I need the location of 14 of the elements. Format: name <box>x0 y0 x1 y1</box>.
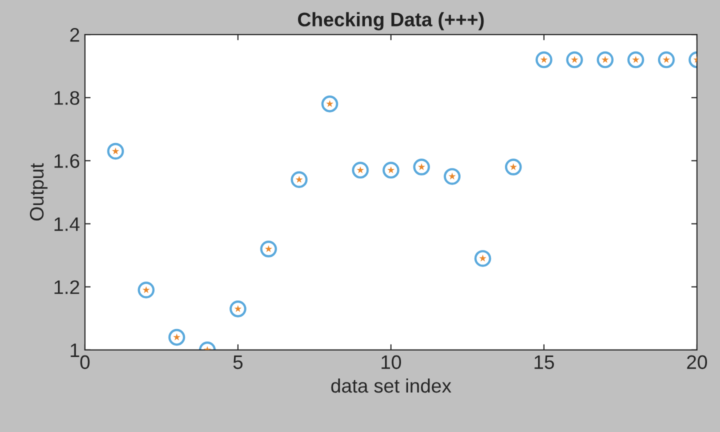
x-tick-label: 15 <box>534 355 554 370</box>
x-tick-label: 0 <box>80 355 90 370</box>
x-tick-label: 10 <box>382 355 402 370</box>
x-axis-title: data set index <box>331 378 452 393</box>
y-tick-label: 1.6 <box>54 154 80 168</box>
y-tick-label: 1.8 <box>54 91 80 105</box>
y-axis-title: Output <box>30 163 48 221</box>
y-tick-label: 1.4 <box>54 217 80 231</box>
x-tick-label: 5 <box>233 355 243 370</box>
x-tick-label: 20 <box>687 355 708 370</box>
y-tick-label: 1.2 <box>54 280 80 294</box>
y-tick-label: 2 <box>70 28 80 42</box>
y-tick-label: 1 <box>70 344 80 357</box>
chart-title: Checking Data (+++) <box>298 12 484 30</box>
